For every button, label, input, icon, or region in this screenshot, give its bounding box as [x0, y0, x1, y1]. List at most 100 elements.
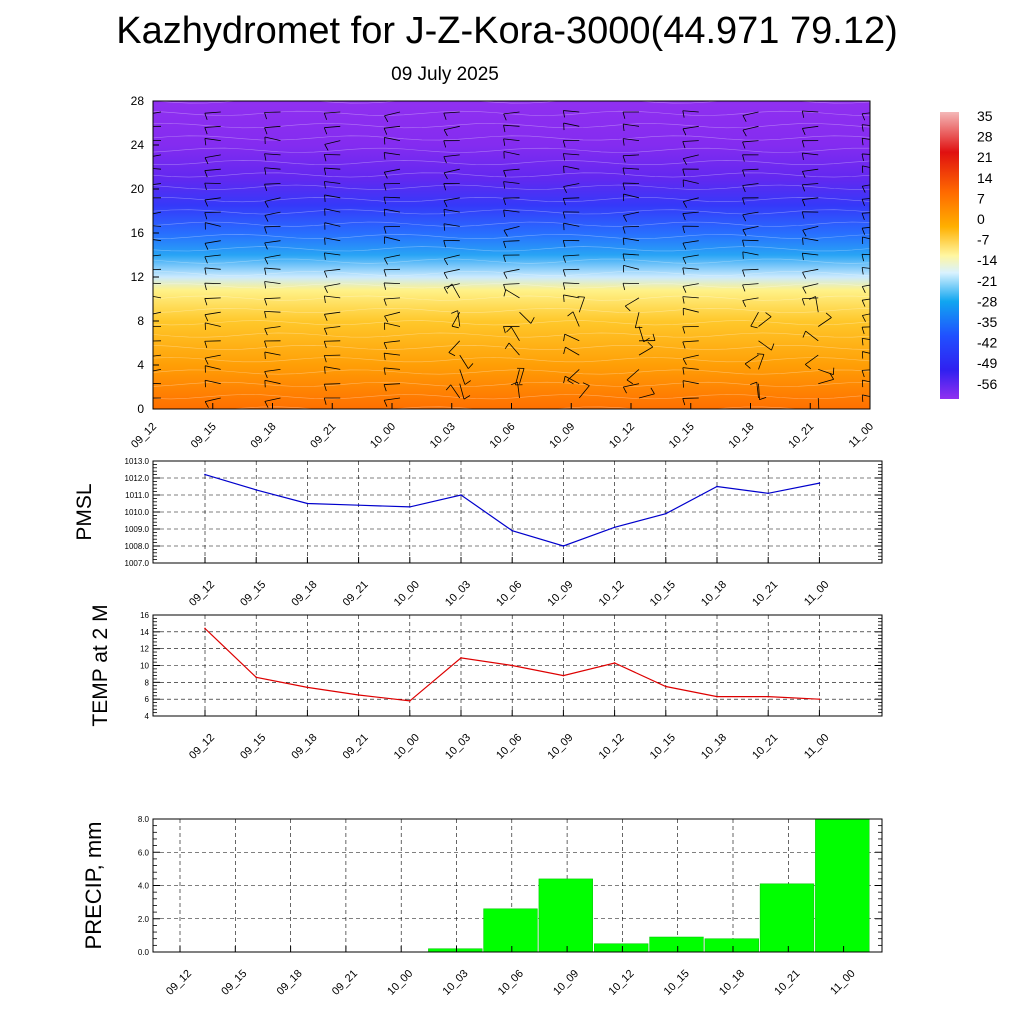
wind-barb	[324, 311, 341, 315]
wind-barb-feather	[802, 272, 806, 279]
wind-barb	[802, 283, 819, 288]
wind-barb	[862, 198, 870, 200]
wind-barb-feather	[802, 287, 807, 294]
wind-barb-feather	[563, 294, 565, 302]
data-point	[204, 627, 206, 630]
wind-barb	[862, 298, 870, 301]
isoline	[153, 369, 870, 375]
wind-barb	[625, 297, 640, 307]
wind-barb	[204, 197, 221, 201]
wind-barb-feather	[861, 267, 864, 275]
data-point	[511, 664, 513, 667]
isoline	[153, 258, 870, 264]
wind-barb	[742, 183, 759, 186]
wind-barb	[384, 254, 401, 259]
wind-barb	[457, 310, 461, 327]
x-tick-label: 10_03	[443, 579, 473, 609]
y-tick-label: 6.0	[138, 848, 150, 857]
wind-barb	[623, 237, 640, 242]
wind-barb-feather	[323, 167, 327, 176]
wind-barb-feather	[682, 201, 687, 208]
wind-barb	[682, 267, 699, 270]
wind-barb	[505, 289, 520, 299]
heatmap-x-tick-label: 10_09	[547, 421, 577, 451]
wind-barb	[862, 124, 870, 126]
wind-barb	[862, 212, 870, 214]
wind-barb	[324, 237, 341, 242]
wind-barb-feather	[756, 353, 764, 355]
wind-barb-feather	[264, 112, 267, 120]
wind-barb-feather	[145, 198, 147, 205]
data-point	[562, 674, 565, 677]
temperature-heatmap-panel: 0 4 8 12 16 20 24 28 09_12 09_15 09_18 09_21 10_00 1…	[129, 94, 877, 451]
wind-barb-feather	[204, 256, 208, 264]
colorbar-label: -14	[977, 252, 997, 268]
wind-barb-feather	[443, 156, 447, 164]
x-tick-label: 09_12	[164, 968, 194, 998]
wind-barb-feather	[264, 215, 269, 222]
data-point	[409, 506, 411, 508]
wind-barb-feather	[759, 396, 767, 401]
wind-barb-feather	[682, 257, 687, 265]
wind-barb	[384, 383, 401, 385]
wind-barb	[264, 136, 281, 141]
y-axis-title: PMSL	[73, 483, 96, 540]
data-point	[204, 473, 206, 476]
data-point	[665, 512, 667, 515]
x-tick-label: 10_06	[494, 579, 524, 609]
colorbar-label: -42	[977, 335, 997, 351]
wind-barb	[682, 380, 699, 385]
wind-barb	[805, 330, 819, 342]
wind-barb-feather	[323, 295, 326, 303]
wind-barb	[384, 297, 401, 300]
wind-barb	[758, 316, 772, 327]
wind-barb-feather	[383, 183, 387, 191]
wind-barb-feather	[682, 158, 687, 165]
wind-barb	[205, 222, 221, 227]
wind-barb	[862, 236, 870, 240]
wind-barb	[565, 346, 580, 356]
wind-barb	[818, 369, 834, 376]
wind-barb-feather	[682, 358, 687, 366]
wind-barb	[503, 181, 520, 184]
wind-barb-feather	[264, 340, 267, 348]
wind-barb-feather	[682, 341, 686, 349]
wind-barb	[862, 267, 870, 269]
colorbar-label: 28	[977, 129, 993, 145]
wind-barb-feather	[504, 342, 510, 350]
wind-barb-feather	[323, 127, 328, 135]
data-point	[716, 695, 718, 698]
wind-barb-feather	[562, 211, 566, 219]
wind-barb	[744, 354, 759, 365]
wind-barb-feather	[383, 400, 388, 407]
heatmap-x-tick-label: 11_00	[847, 421, 877, 451]
wind-barb-feather	[264, 352, 266, 360]
wind-barb	[861, 253, 870, 256]
wind-barb	[324, 326, 341, 329]
wind-barb-feather	[861, 199, 865, 206]
wind-barb-feather	[443, 200, 448, 208]
wind-barb	[510, 326, 520, 342]
wind-barb-feather	[204, 170, 208, 178]
wind-barb	[682, 296, 699, 299]
wind-barb-feather	[204, 138, 207, 146]
wind-barb	[384, 352, 401, 356]
chart-title: Kazhydromet for J-Z-Kora-3000(44.971 79.…	[116, 10, 898, 52]
wind-barb	[862, 379, 870, 383]
wind-barb	[815, 296, 819, 313]
y-tick-label: 10	[140, 662, 149, 671]
x-tick-label: 10_21	[750, 579, 780, 609]
wind-barb-feather	[682, 128, 687, 136]
wind-barb-feather	[464, 380, 471, 385]
y-tick-label: 1008.0	[125, 542, 150, 551]
wind-barb	[862, 112, 870, 115]
wind-barb	[508, 342, 520, 356]
wind-barb	[264, 397, 281, 402]
wind-barb-feather	[682, 213, 686, 221]
wind-barb	[384, 322, 401, 327]
colorbar: 35 28 21 14 7 0 -7 -14 -21 -28 -35 -42 -49 -56	[940, 108, 997, 399]
x-tick-label: 09_21	[341, 579, 371, 609]
wind-barb	[742, 226, 759, 231]
wind-barb-feather	[802, 229, 807, 237]
temp-panel: 4 6 8 10 12 14 16 09_12 09_15 09_18 09_21 10_00 10_0…	[89, 604, 883, 762]
